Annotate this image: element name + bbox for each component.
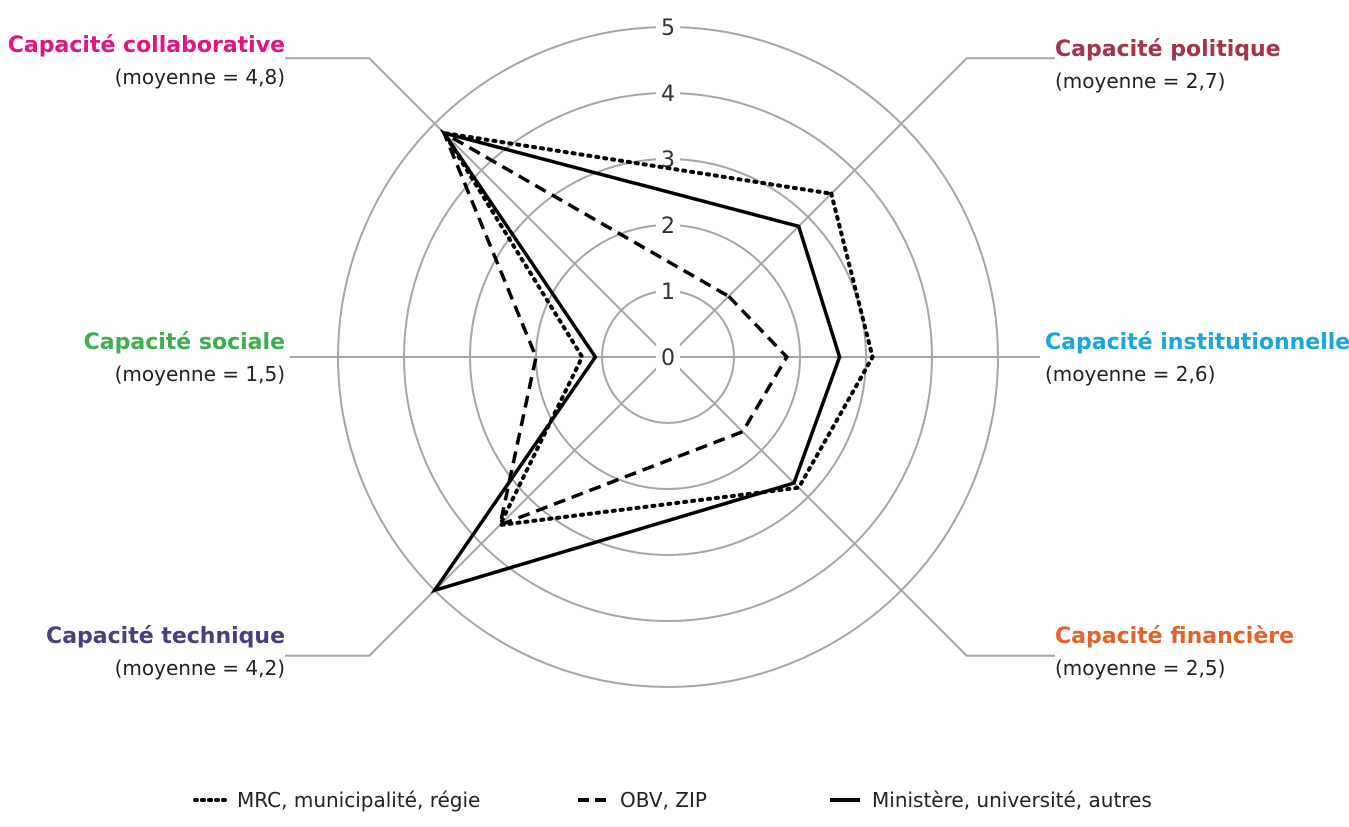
legend-label: OBV, ZIP bbox=[620, 788, 707, 812]
axis-label-title: Capacité financière bbox=[1055, 624, 1294, 649]
spoke-2 bbox=[667, 356, 1055, 657]
tick-bg bbox=[656, 211, 680, 239]
spoke-0 bbox=[667, 57, 1055, 358]
tick-bg bbox=[656, 343, 680, 371]
tick-bg bbox=[656, 13, 680, 41]
axis-labels: Capacité politique (moyenne = 2,7) Capacit… bbox=[8, 33, 1349, 680]
series-dotted bbox=[440, 130, 875, 528]
radial-tick-label: 4 bbox=[661, 82, 675, 107]
axis-label-title: Capacité technique bbox=[46, 624, 285, 649]
tick-bg bbox=[656, 277, 680, 305]
radial-tick-label: 0 bbox=[661, 346, 675, 371]
radial-tick-label: 2 bbox=[661, 214, 675, 239]
axis-label-title: Capacité institutionnelle bbox=[1045, 330, 1349, 355]
radial-tick-label: 3 bbox=[661, 148, 675, 173]
tick-bg bbox=[656, 79, 680, 107]
axis-label-title: Capacité sociale bbox=[84, 330, 285, 355]
axis-label-average: (moyenne = 4,8) bbox=[115, 65, 285, 89]
axis-label-average: (moyenne = 2,5) bbox=[1055, 656, 1225, 680]
legend-label: Ministère, université, autres bbox=[872, 788, 1152, 812]
legend: MRC, municipalité, régie OBV, ZIP Ministèr… bbox=[193, 788, 1152, 812]
axis-label-average: (moyenne = 4,2) bbox=[115, 656, 285, 680]
spoke-5 bbox=[285, 57, 669, 358]
series-lines bbox=[430, 128, 875, 594]
axis-label-average: (moyenne = 1,5) bbox=[115, 362, 285, 386]
axis-label-average: (moyenne = 2,7) bbox=[1055, 69, 1225, 93]
radar-spokes bbox=[285, 57, 1055, 657]
series-solid bbox=[430, 130, 842, 594]
axis-label-title: Capacité collaborative bbox=[8, 33, 285, 58]
radial-tick-label: 1 bbox=[661, 280, 675, 305]
axis-label-average: (moyenne = 2,6) bbox=[1045, 362, 1215, 386]
axis-label-title: Capacité politique bbox=[1055, 37, 1281, 62]
series-dashed bbox=[440, 128, 789, 528]
radial-tick-labels: 0 1 2 3 4 5 bbox=[656, 13, 680, 371]
spoke-3 bbox=[285, 356, 669, 657]
radial-tick-label: 5 bbox=[661, 16, 675, 41]
legend-label: MRC, municipalité, régie bbox=[237, 788, 480, 812]
